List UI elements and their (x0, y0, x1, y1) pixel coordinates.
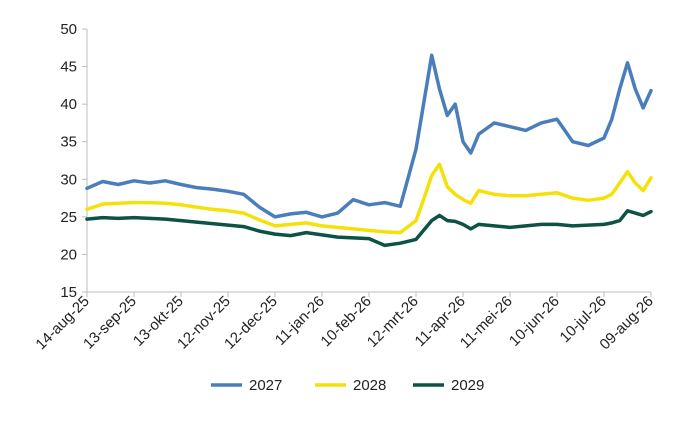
series-line-2028 (85, 162, 653, 235)
y-tick-label: 20 (60, 246, 77, 263)
legend-label-2029: 2029 (451, 377, 484, 394)
legend: 2027 2028 2029 (211, 377, 484, 394)
y-tick-label: 15 (60, 284, 77, 301)
series-lines (85, 53, 653, 248)
y-tick-label: 25 (60, 209, 77, 226)
legend-label-2028: 2028 (353, 377, 386, 394)
series-line-2027 (85, 53, 653, 219)
y-tick-label: 35 (60, 134, 77, 151)
x-tick-label: 10-jun-26 (506, 293, 563, 350)
axes: 152025303540455014-aug-2513-sep-2513-okt… (32, 21, 656, 353)
x-tick-label: 12-mrt-26 (364, 293, 422, 351)
legend-label-2027: 2027 (249, 377, 282, 394)
y-tick-label: 50 (60, 21, 77, 38)
series-line-2029 (85, 209, 653, 248)
y-tick-label: 45 (60, 59, 77, 76)
x-tick-label: 11-mei-26 (457, 293, 516, 352)
y-tick-label: 40 (60, 96, 77, 113)
y-tick-label: 30 (60, 171, 77, 188)
